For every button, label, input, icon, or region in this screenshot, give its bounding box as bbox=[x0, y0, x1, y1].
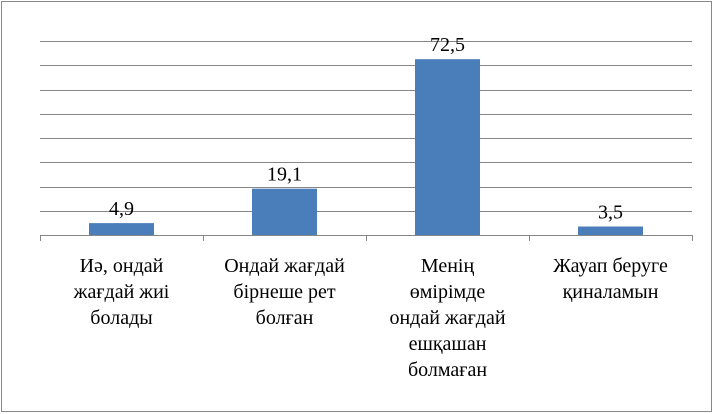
data-label: 19,1 bbox=[267, 164, 302, 186]
data-label: 4,9 bbox=[109, 198, 134, 220]
bar bbox=[415, 59, 480, 235]
bar bbox=[89, 223, 154, 235]
x-tick-label: Менің өмірімде ондай жағдай ешқашан болм… bbox=[389, 255, 506, 381]
bar bbox=[252, 188, 317, 235]
x-tick-label: Ондай жағдай бірнеше рет болған bbox=[224, 255, 345, 329]
x-tick-label: Иә, ондай жағдай жиі болады bbox=[73, 255, 170, 329]
data-label: 3,5 bbox=[598, 202, 623, 224]
data-label: 72,5 bbox=[430, 34, 465, 56]
x-tick-label: Жауап беруге қиналамын bbox=[553, 255, 668, 303]
bar bbox=[578, 226, 643, 235]
